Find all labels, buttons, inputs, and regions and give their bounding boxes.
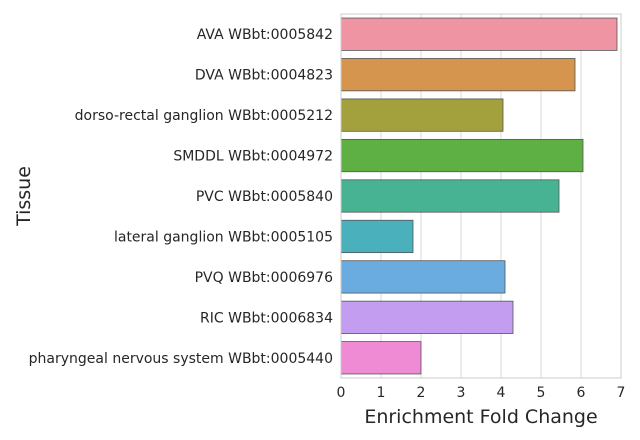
x-tick-label: 4 xyxy=(497,385,506,401)
bar xyxy=(340,179,560,213)
plot-border xyxy=(340,13,622,379)
category-label: lateral ganglion WBbt:0005105 xyxy=(114,229,333,245)
category-label: RIC WBbt:0006834 xyxy=(200,310,333,326)
bar xyxy=(340,341,422,375)
bar xyxy=(340,260,506,294)
bar xyxy=(340,17,618,51)
x-tick-label: 1 xyxy=(377,385,386,401)
category-label: pharyngeal nervous system WBbt:0005440 xyxy=(29,351,333,367)
y-axis-title: Tissue xyxy=(13,166,35,227)
x-tick-label: 3 xyxy=(457,385,466,401)
x-axis-title: Enrichment Fold Change xyxy=(364,406,597,428)
category-label: SMDDL WBbt:0004972 xyxy=(173,149,333,165)
x-tick-labels: 0 1 2 3 4 5 6 7 xyxy=(337,385,626,401)
category-label: PVQ WBbt:0006976 xyxy=(195,270,333,286)
category-labels: AVA WBbt:0005842 DVA WBbt:0004823 dorso-re… xyxy=(29,27,333,367)
category-label: dorso-rectal ganglion WBbt:0005212 xyxy=(75,108,333,124)
bar xyxy=(340,138,584,173)
bar xyxy=(340,219,414,254)
x-tick-label: 0 xyxy=(337,385,346,401)
bar xyxy=(340,300,514,334)
category-label: AVA WBbt:0005842 xyxy=(197,27,333,43)
category-label: DVA WBbt:0004823 xyxy=(195,68,333,84)
x-tick-label: 5 xyxy=(537,385,546,401)
bar xyxy=(340,98,504,132)
x-tick-label: 7 xyxy=(617,385,626,401)
category-label: PVC WBbt:0005840 xyxy=(196,189,333,205)
x-tick-label: 2 xyxy=(417,385,426,401)
bar xyxy=(340,58,576,92)
x-tick-label: 6 xyxy=(577,385,586,401)
